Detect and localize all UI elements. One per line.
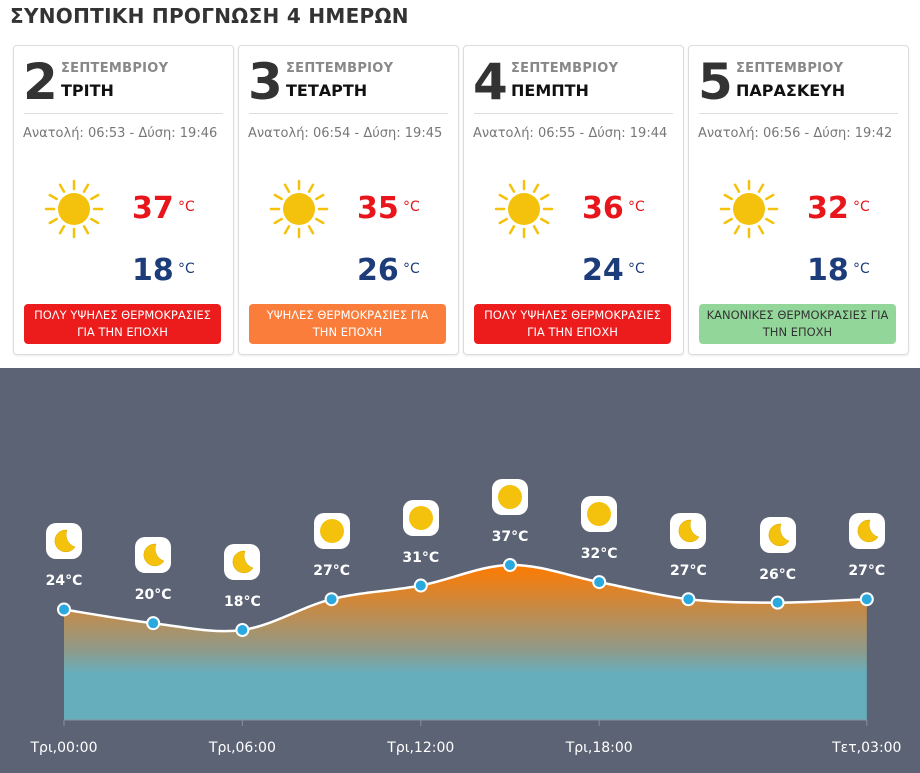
max-unit: °C	[178, 199, 195, 215]
divider	[249, 113, 448, 114]
temperature-label: 20°C	[134, 587, 172, 604]
x-tick-label: Τρι,06:00	[208, 740, 276, 756]
temperature-badge: ΠΟΛΥ ΥΨΗΛΕΣ ΘΕΡΜΟΚΡΑΣΙΕΣ ΓΙΑ ΤΗΝ ΕΠΟΧΗ	[474, 304, 671, 344]
day-number: 2	[23, 53, 58, 111]
sun-icon	[719, 179, 779, 239]
moon-icon	[224, 544, 261, 580]
min-unit: °C	[628, 261, 645, 277]
x-tick-label: Τρι,12:00	[387, 740, 455, 756]
month-label: ΣΕΠΤΕΜΒΡΙΟΥ	[61, 61, 169, 76]
sunrise-sunset: Ανατολή: 06:54 - Δύση: 19:45	[248, 126, 443, 141]
sun-icon	[581, 496, 618, 533]
month-label: ΣΕΠΤΕΜΒΡΙΟΥ	[736, 61, 844, 76]
day-number: 5	[698, 53, 733, 111]
x-tick-label: Τετ,03:00	[832, 740, 902, 756]
day-card: 5 ΣΕΠΤΕΜΒΡΙΟΥ ΠΑΡΑΣΚΕΥΗ Ανατολή: 06:56 - Δύ…	[688, 45, 909, 355]
day-card: 2 ΣΕΠΤΕΜΒΡΙΟΥ ΤΡΙΤΗ Ανατολή: 06:53 - Δύση: …	[13, 45, 234, 355]
temperature-badge: ΚΑΝΟΝΙΚΕΣ ΘΕΡΜΟΚΡΑΣΙΕΣ ΓΙΑ ΤΗΝ ΕΠΟΧΗ	[699, 304, 896, 344]
divider	[699, 113, 898, 114]
divider	[474, 113, 673, 114]
min-temperature: 26	[357, 253, 399, 288]
temperature-badge: ΠΟΛΥ ΥΨΗΛΕΣ ΘΕΡΜΟΚΡΑΣΙΕΣ ΓΙΑ ΤΗΝ ΕΠΟΧΗ	[24, 304, 221, 344]
temperature-label: 24°C	[45, 573, 83, 590]
temperature-point[interactable]	[681, 592, 696, 607]
hourly-temperature-chart	[57, 558, 874, 726]
month-label: ΣΕΠΤΕΜΒΡΙΟΥ	[286, 61, 394, 76]
day-card: 4 ΣΕΠΤΕΜΒΡΙΟΥ ΠΕΜΠΤΗ Ανατολή: 06:55 - Δύση:…	[463, 45, 684, 355]
weekday-label: ΠΑΡΑΣΚΕΥΗ	[736, 81, 846, 100]
temperature-label: 31°C	[402, 549, 440, 566]
weekday-label: ΠΕΜΠΤΗ	[511, 81, 589, 100]
moon-icon	[135, 537, 172, 574]
weekday-label: ΤΡΙΤΗ	[61, 81, 114, 100]
temperature-point[interactable]	[592, 575, 607, 590]
moon-icon	[46, 523, 82, 560]
max-temperature: 36	[582, 191, 624, 226]
divider	[24, 113, 223, 114]
min-unit: °C	[403, 261, 420, 277]
temperature-label: 32°C	[580, 546, 618, 563]
max-unit: °C	[853, 199, 870, 215]
temperature-label: 27°C	[848, 563, 886, 580]
temperature-point[interactable]	[770, 595, 785, 610]
temperature-point[interactable]	[859, 592, 874, 607]
temperature-point[interactable]	[235, 623, 250, 637]
sun-icon	[44, 179, 104, 239]
sun-icon	[269, 179, 329, 239]
min-unit: °C	[853, 261, 870, 277]
temperature-point[interactable]	[146, 616, 161, 631]
temperature-point[interactable]	[324, 592, 339, 607]
temperature-point[interactable]	[57, 602, 71, 617]
x-tick-label: Τρι,18:00	[565, 740, 633, 756]
temperature-area	[64, 564, 867, 720]
min-temperature: 24	[582, 253, 624, 288]
min-temperature: 18	[807, 253, 849, 288]
max-temperature: 32	[807, 191, 849, 226]
temperature-label: 18°C	[224, 594, 261, 610]
temperature-label: 27°C	[313, 563, 350, 580]
moon-icon	[670, 513, 707, 550]
max-unit: °C	[628, 199, 645, 215]
sun-icon	[313, 513, 350, 550]
temperature-point[interactable]	[413, 578, 428, 593]
temperature-line	[63, 563, 867, 633]
max-unit: °C	[403, 199, 420, 215]
moon-icon	[759, 516, 796, 553]
sun-icon	[492, 479, 528, 515]
min-temperature: 18	[132, 253, 174, 288]
moon-icon	[848, 513, 885, 550]
sun-icon	[494, 179, 554, 239]
month-label: ΣΕΠΤΕΜΒΡΙΟΥ	[511, 61, 619, 76]
day-number: 3	[248, 53, 283, 111]
sunrise-sunset: Ανατολή: 06:56 - Δύση: 19:42	[698, 126, 893, 141]
page-title: ΣΥΝΟΠΤΙΚΗ ΠΡΟΓΝΩΣΗ 4 ΗΜΕΡΩΝ	[10, 4, 409, 28]
temperature-point[interactable]	[503, 558, 517, 572]
x-tick-label: Τρι,00:00	[30, 740, 98, 756]
temperature-badge: ΥΨΗΛΕΣ ΘΕΡΜΟΚΡΑΣΙΕΣ ΓΙΑ ΤΗΝ ΕΠΟΧΗ	[249, 304, 446, 344]
temperature-label: 27°C	[670, 563, 707, 580]
weekday-label: ΤΕΤΑΡΤΗ	[286, 81, 368, 100]
max-temperature: 37	[132, 191, 174, 226]
sunrise-sunset: Ανατολή: 06:53 - Δύση: 19:46	[23, 126, 218, 141]
min-unit: °C	[178, 261, 195, 277]
temperature-label: 37°C	[491, 529, 529, 545]
sun-icon	[402, 499, 439, 536]
day-number: 4	[473, 53, 508, 111]
max-temperature: 35	[357, 191, 399, 226]
sunrise-sunset: Ανατολή: 06:55 - Δύση: 19:44	[473, 126, 668, 141]
temperature-label: 26°C	[759, 566, 796, 583]
forecast-cards: 2 ΣΕΠΤΕΜΒΡΙΟΥ ΤΡΙΤΗ Ανατολή: 06:53 - Δύση: …	[13, 45, 909, 355]
day-card: 3 ΣΕΠΤΕΜΒΡΙΟΥ ΤΕΤΑΡΤΗ Ανατολή: 06:54 - Δύση…	[238, 45, 459, 355]
